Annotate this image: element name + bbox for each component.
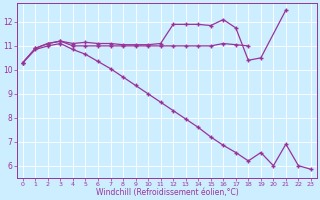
X-axis label: Windchill (Refroidissement éolien,°C): Windchill (Refroidissement éolien,°C) <box>96 188 238 197</box>
